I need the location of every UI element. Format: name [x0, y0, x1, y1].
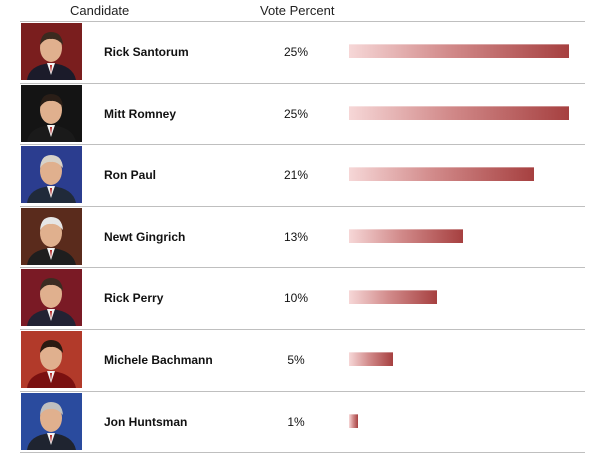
vote-percent-label: 21%: [283, 168, 309, 182]
vote-bar: [349, 106, 569, 120]
header-candidate: Candidate: [70, 3, 130, 18]
vote-percent-label: 13%: [283, 230, 309, 244]
candidate-name: Michele Bachmann: [104, 353, 213, 367]
vote-percent-label: 25%: [283, 45, 309, 59]
candidate-photo: [21, 331, 82, 388]
row-divider: [20, 206, 585, 207]
table-row: Rick Perry 10%: [0, 267, 610, 329]
vote-bar: [349, 290, 437, 304]
table-row: Jon Huntsman 1%: [0, 391, 610, 453]
candidate-photo: [21, 146, 82, 203]
row-divider: [20, 21, 585, 22]
row-divider: [20, 144, 585, 145]
candidate-name: Rick Perry: [104, 291, 164, 305]
candidate-photo: [21, 269, 82, 326]
candidate-photo: [21, 393, 82, 450]
candidate-name: Newt Gingrich: [104, 230, 186, 244]
vote-bar: [349, 352, 393, 366]
vote-bar: [349, 229, 463, 243]
table-row: Mitt Romney 25%: [0, 83, 610, 145]
vote-bar: [349, 167, 534, 181]
table-row: Michele Bachmann 5%: [0, 329, 610, 391]
candidate-name: Jon Huntsman: [104, 415, 188, 429]
row-divider: [20, 83, 585, 84]
table-row: Rick Santorum 25%: [0, 21, 610, 83]
table-row: Newt Gingrich 13%: [0, 206, 610, 268]
candidate-photo: [21, 208, 82, 265]
vote-percent-label: 5%: [287, 353, 305, 367]
vote-bar: [349, 44, 569, 58]
header-vote-percent: Vote Percent: [260, 3, 335, 18]
table-row: Ron Paul 21%: [0, 144, 610, 206]
candidate-name: Ron Paul: [104, 168, 157, 182]
vote-percent-label: 10%: [283, 291, 309, 305]
row-divider: [20, 391, 585, 392]
row-divider: [20, 267, 585, 268]
vote-percent-label: 25%: [283, 107, 309, 121]
row-divider: [20, 329, 585, 330]
row-divider: [20, 452, 585, 453]
vote-percent-label: 1%: [287, 415, 305, 429]
vote-bar: [349, 414, 358, 428]
candidate-name: Rick Santorum: [104, 45, 189, 59]
candidate-name: Mitt Romney: [104, 107, 176, 121]
candidate-photo: [21, 85, 82, 142]
candidate-photo: [21, 23, 82, 80]
